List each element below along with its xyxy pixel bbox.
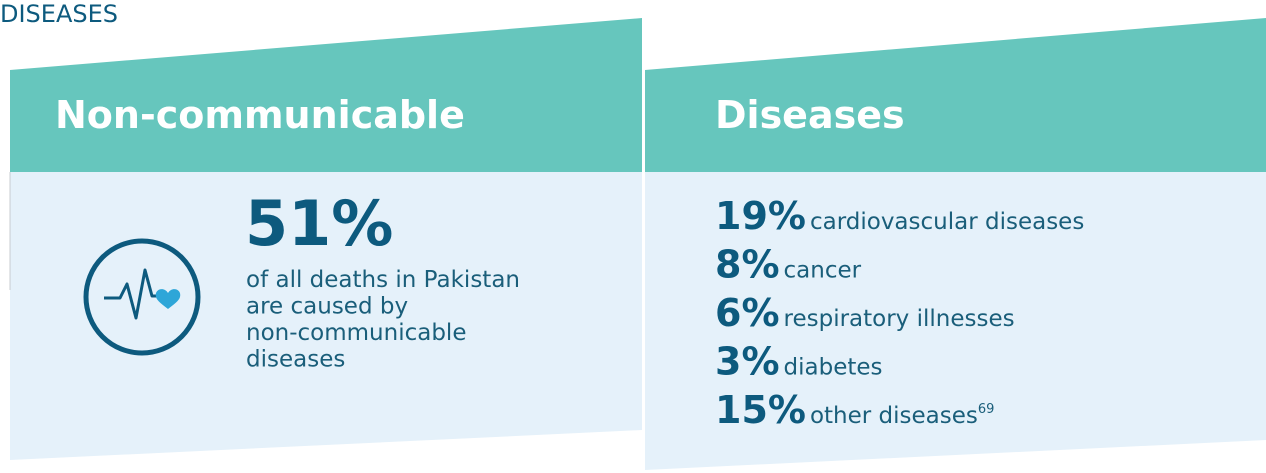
item-label: cancer: [784, 258, 862, 284]
percent: 15%: [715, 388, 806, 432]
percent: 6%: [715, 291, 780, 335]
description-line: non-communicable: [246, 320, 466, 346]
list-item: 3% diabetes: [715, 340, 883, 384]
item-label: other diseases: [810, 403, 978, 429]
right-panel: [645, 172, 1266, 470]
description-line: of all deaths in Pakistan: [246, 267, 520, 293]
percent: 3%: [715, 340, 780, 384]
item-label: diabetes: [784, 355, 883, 381]
description-line: are caused by: [246, 294, 408, 320]
percent: 19%: [715, 194, 806, 238]
list-item: 15% other diseases69: [715, 388, 994, 432]
percent: 8%: [715, 243, 780, 287]
list-item: 8% cancer: [715, 243, 862, 287]
right-header-band: [645, 18, 1266, 172]
stat: 51%: [245, 187, 393, 260]
left-panel: [10, 172, 642, 460]
left-heading: Non-communicable: [55, 93, 465, 137]
left-header-band: [10, 18, 642, 172]
list-item: 6% respiratory illnesses: [715, 291, 1015, 335]
item-label: cardiovascular diseases: [810, 209, 1084, 235]
section-label: DISEASES: [0, 0, 118, 28]
description-line: diseases: [246, 347, 345, 373]
list-item: 19% cardiovascular diseases: [715, 194, 1084, 238]
item-label: respiratory illnesses: [784, 306, 1015, 332]
footnote: 69: [978, 402, 995, 417]
right-heading: Diseases: [715, 93, 905, 137]
heart-icon: [83, 238, 201, 356]
